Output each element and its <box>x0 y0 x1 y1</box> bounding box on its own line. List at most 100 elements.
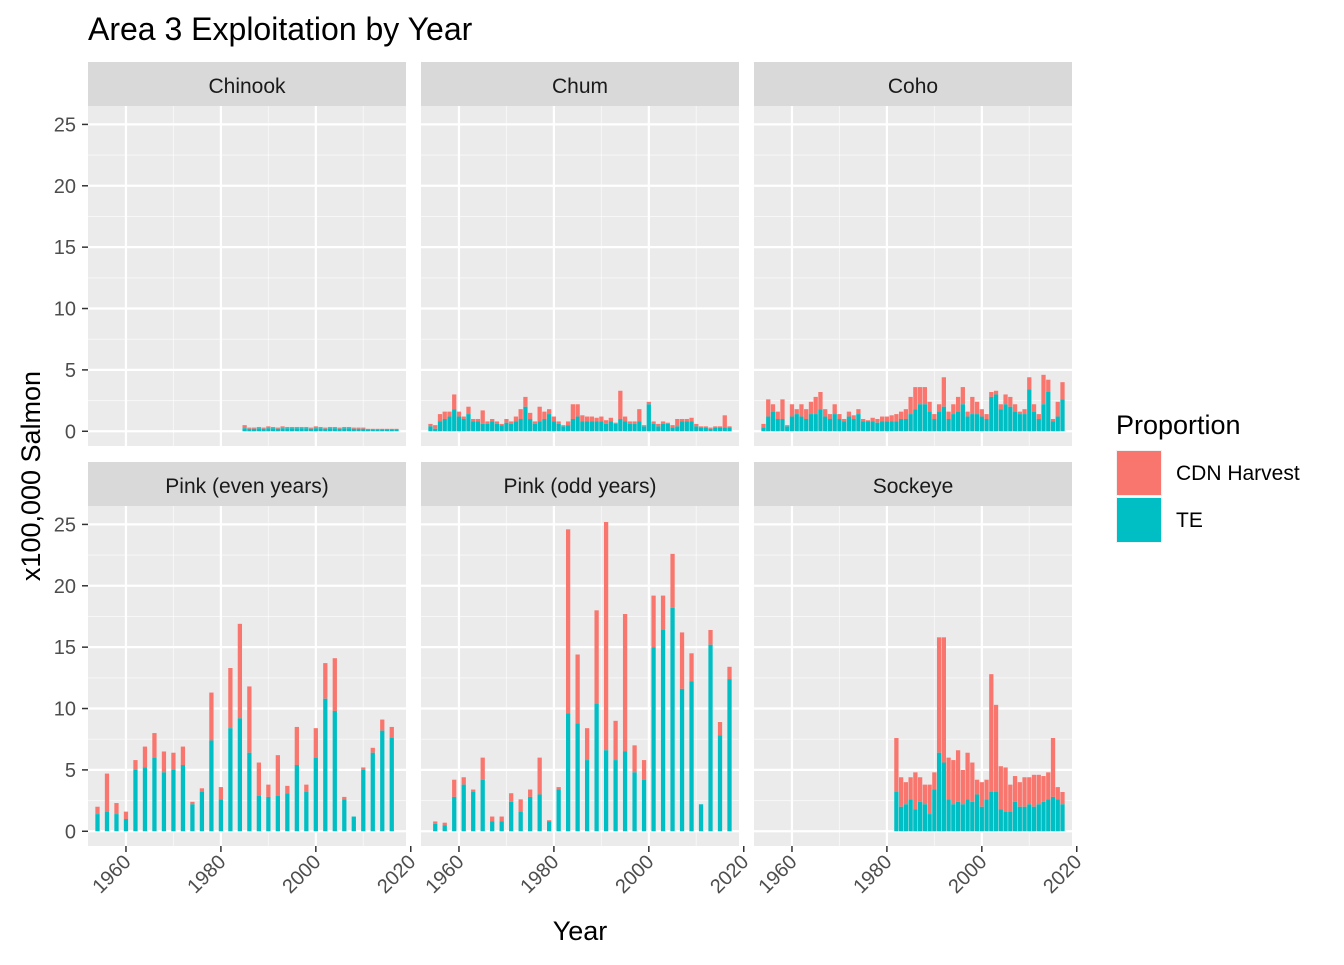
bar-te-1997 <box>965 416 970 432</box>
bar-te-2003 <box>993 394 999 432</box>
bar-cdn-harvest-1979 <box>880 416 885 422</box>
bar-cdn-harvest-2001 <box>651 595 656 648</box>
bar-te-1982 <box>561 426 566 432</box>
bar-cdn-harvest-2013 <box>375 428 380 430</box>
bar-te-2011 <box>1031 411 1037 432</box>
bar-te-1972 <box>513 421 519 432</box>
bar-cdn-harvest-1986 <box>247 427 252 429</box>
bar-te-1981 <box>556 423 561 432</box>
facet-strip <box>754 462 1072 506</box>
bar-cdn-harvest-2004 <box>665 422 670 424</box>
bar-cdn-harvest-2000 <box>313 426 318 429</box>
bar-cdn-harvest-1964 <box>808 401 814 415</box>
bar-te-1984 <box>903 804 909 832</box>
y-tick-label: 20 <box>54 176 76 198</box>
panel-background <box>88 506 406 846</box>
bar-te-1975 <box>528 796 533 832</box>
panel-coho: Coho <box>754 62 1078 446</box>
bar-te-1996 <box>960 804 965 832</box>
bar-cdn-harvest-2011 <box>1031 774 1037 807</box>
bar-cdn-harvest-2008 <box>1017 782 1022 807</box>
bar-cdn-harvest-1998 <box>970 396 975 415</box>
bar-cdn-harvest-1998 <box>304 426 309 429</box>
bar-te-2000 <box>313 428 318 432</box>
bar-te-1997 <box>632 772 637 832</box>
bar-cdn-harvest-2012 <box>370 747 375 753</box>
bar-te-1959 <box>452 409 457 432</box>
y-tick-label: 15 <box>54 237 76 259</box>
bar-te-2014 <box>380 730 385 832</box>
bar-cdn-harvest-1982 <box>561 425 566 427</box>
bar-cdn-harvest-2009 <box>1022 409 1027 415</box>
bar-te-2008 <box>1017 806 1022 832</box>
bar-cdn-harvest-2005 <box>670 553 675 608</box>
bar-te-1977 <box>870 421 875 432</box>
bar-cdn-harvest-1996 <box>294 426 299 429</box>
bar-te-1965 <box>813 414 818 432</box>
bar-te-2016 <box>1055 799 1060 832</box>
bar-te-1981 <box>889 421 894 432</box>
bar-te-1966 <box>818 409 823 432</box>
bar-cdn-harvest-1979 <box>547 409 552 415</box>
bar-cdn-harvest-1964 <box>475 418 481 422</box>
bar-te-1961 <box>461 784 466 832</box>
facet-strip <box>421 62 739 106</box>
legend: Proportion CDN Harvest TE <box>1116 410 1300 543</box>
bar-te-1963 <box>471 791 476 832</box>
bar-cdn-harvest-1966 <box>152 733 157 758</box>
bar-te-1967 <box>490 821 495 832</box>
bar-cdn-harvest-1968 <box>827 414 833 419</box>
bar-te-1957 <box>442 418 447 432</box>
bar-cdn-harvest-2006 <box>675 418 680 427</box>
bar-te-1961 <box>794 414 799 432</box>
bar-te-1997 <box>965 799 970 832</box>
bar-te-1984 <box>903 418 909 432</box>
bar-te-2008 <box>351 428 356 432</box>
bar-te-1954 <box>761 427 766 432</box>
bar-te-2009 <box>1022 414 1027 432</box>
bar-cdn-harvest-1955 <box>433 821 438 824</box>
bar-cdn-harvest-1969 <box>499 816 504 822</box>
bar-te-2004 <box>332 710 337 832</box>
y-tick-label: 5 <box>65 760 76 782</box>
bar-te-2005 <box>1003 811 1008 832</box>
bar-te-1960 <box>456 416 462 432</box>
bar-cdn-harvest-2014 <box>380 719 385 731</box>
bar-cdn-harvest-2017 <box>1060 382 1065 400</box>
bar-te-1988 <box>922 804 928 832</box>
bar-te-1988 <box>589 421 595 432</box>
bar-te-1986 <box>913 409 918 432</box>
bar-te-2016 <box>389 737 394 832</box>
bar-te-1992 <box>941 406 946 432</box>
bar-cdn-harvest-2011 <box>365 428 371 430</box>
bar-te-1980 <box>551 421 557 432</box>
bar-te-1992 <box>608 421 613 432</box>
bar-cdn-harvest-1968 <box>161 751 167 773</box>
bar-te-2017 <box>727 679 732 832</box>
bar-cdn-harvest-1997 <box>965 411 970 417</box>
y-tick-label: 5 <box>65 360 76 382</box>
bar-te-2007 <box>679 421 685 432</box>
bar-te-1993 <box>946 418 951 432</box>
bar-te-1998 <box>970 414 975 432</box>
y-tick-label: 15 <box>54 637 76 659</box>
bar-cdn-harvest-2009 <box>1022 777 1027 807</box>
bar-cdn-harvest-1975 <box>528 412 533 419</box>
bar-cdn-harvest-2007 <box>1012 404 1018 412</box>
bar-te-1956 <box>437 421 443 432</box>
bar-cdn-harvest-1996 <box>960 387 965 405</box>
bar-cdn-harvest-1996 <box>627 421 632 424</box>
bar-te-1990 <box>932 418 937 432</box>
bar-te-2002 <box>323 698 328 832</box>
bar-cdn-harvest-1993 <box>613 422 618 424</box>
bar-te-2013 <box>1041 404 1046 432</box>
bar-cdn-harvest-2005 <box>337 427 342 429</box>
bar-cdn-harvest-2002 <box>323 663 328 699</box>
bar-cdn-harvest-1972 <box>513 416 519 422</box>
bar-te-1983 <box>898 806 904 832</box>
bar-te-2009 <box>1022 806 1027 832</box>
bar-te-1991 <box>936 411 942 432</box>
bar-te-2003 <box>993 791 999 832</box>
bar-te-1997 <box>299 428 304 432</box>
bar-cdn-harvest-1991 <box>270 426 276 429</box>
